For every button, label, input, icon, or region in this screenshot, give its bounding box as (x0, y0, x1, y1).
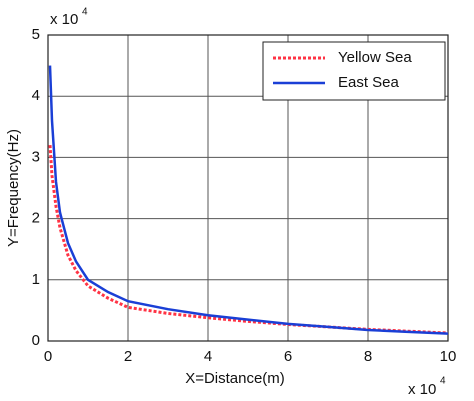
legend-box (262, 41, 446, 101)
y-tick-label: 2 (32, 210, 40, 227)
x-tick-label: 6 (284, 348, 292, 365)
y-tick-label: 0 (32, 332, 40, 349)
plot-frame (47, 34, 449, 342)
x-axis-label: X=Distance(m) (185, 370, 285, 387)
x-tick-label: 8 (364, 348, 372, 365)
y-tick-label: 5 (32, 26, 40, 43)
x-tick-label: 4 (204, 348, 212, 365)
y-tick-label: 3 (32, 148, 40, 165)
x-tick-label: 2 (124, 348, 132, 365)
y-multiplier: x 10 (50, 11, 78, 28)
line-series (48, 145, 449, 335)
y-multiplier-exponent: 4 (82, 7, 88, 18)
x-multiplier-exponent: 4 (440, 376, 446, 387)
x-multiplier: x 10 (408, 381, 436, 398)
line-series (48, 65, 449, 335)
x-tick-label: 0 (44, 348, 52, 365)
legend-label: East Sea (338, 74, 400, 91)
x-tick-label: 10 (440, 348, 457, 365)
y-tick-label: 1 (32, 271, 40, 288)
y-tick-label: 4 (32, 87, 40, 104)
legend-label: Yellow Sea (338, 49, 412, 66)
y-axis-label: Y=Frequency(Hz) (5, 129, 22, 247)
